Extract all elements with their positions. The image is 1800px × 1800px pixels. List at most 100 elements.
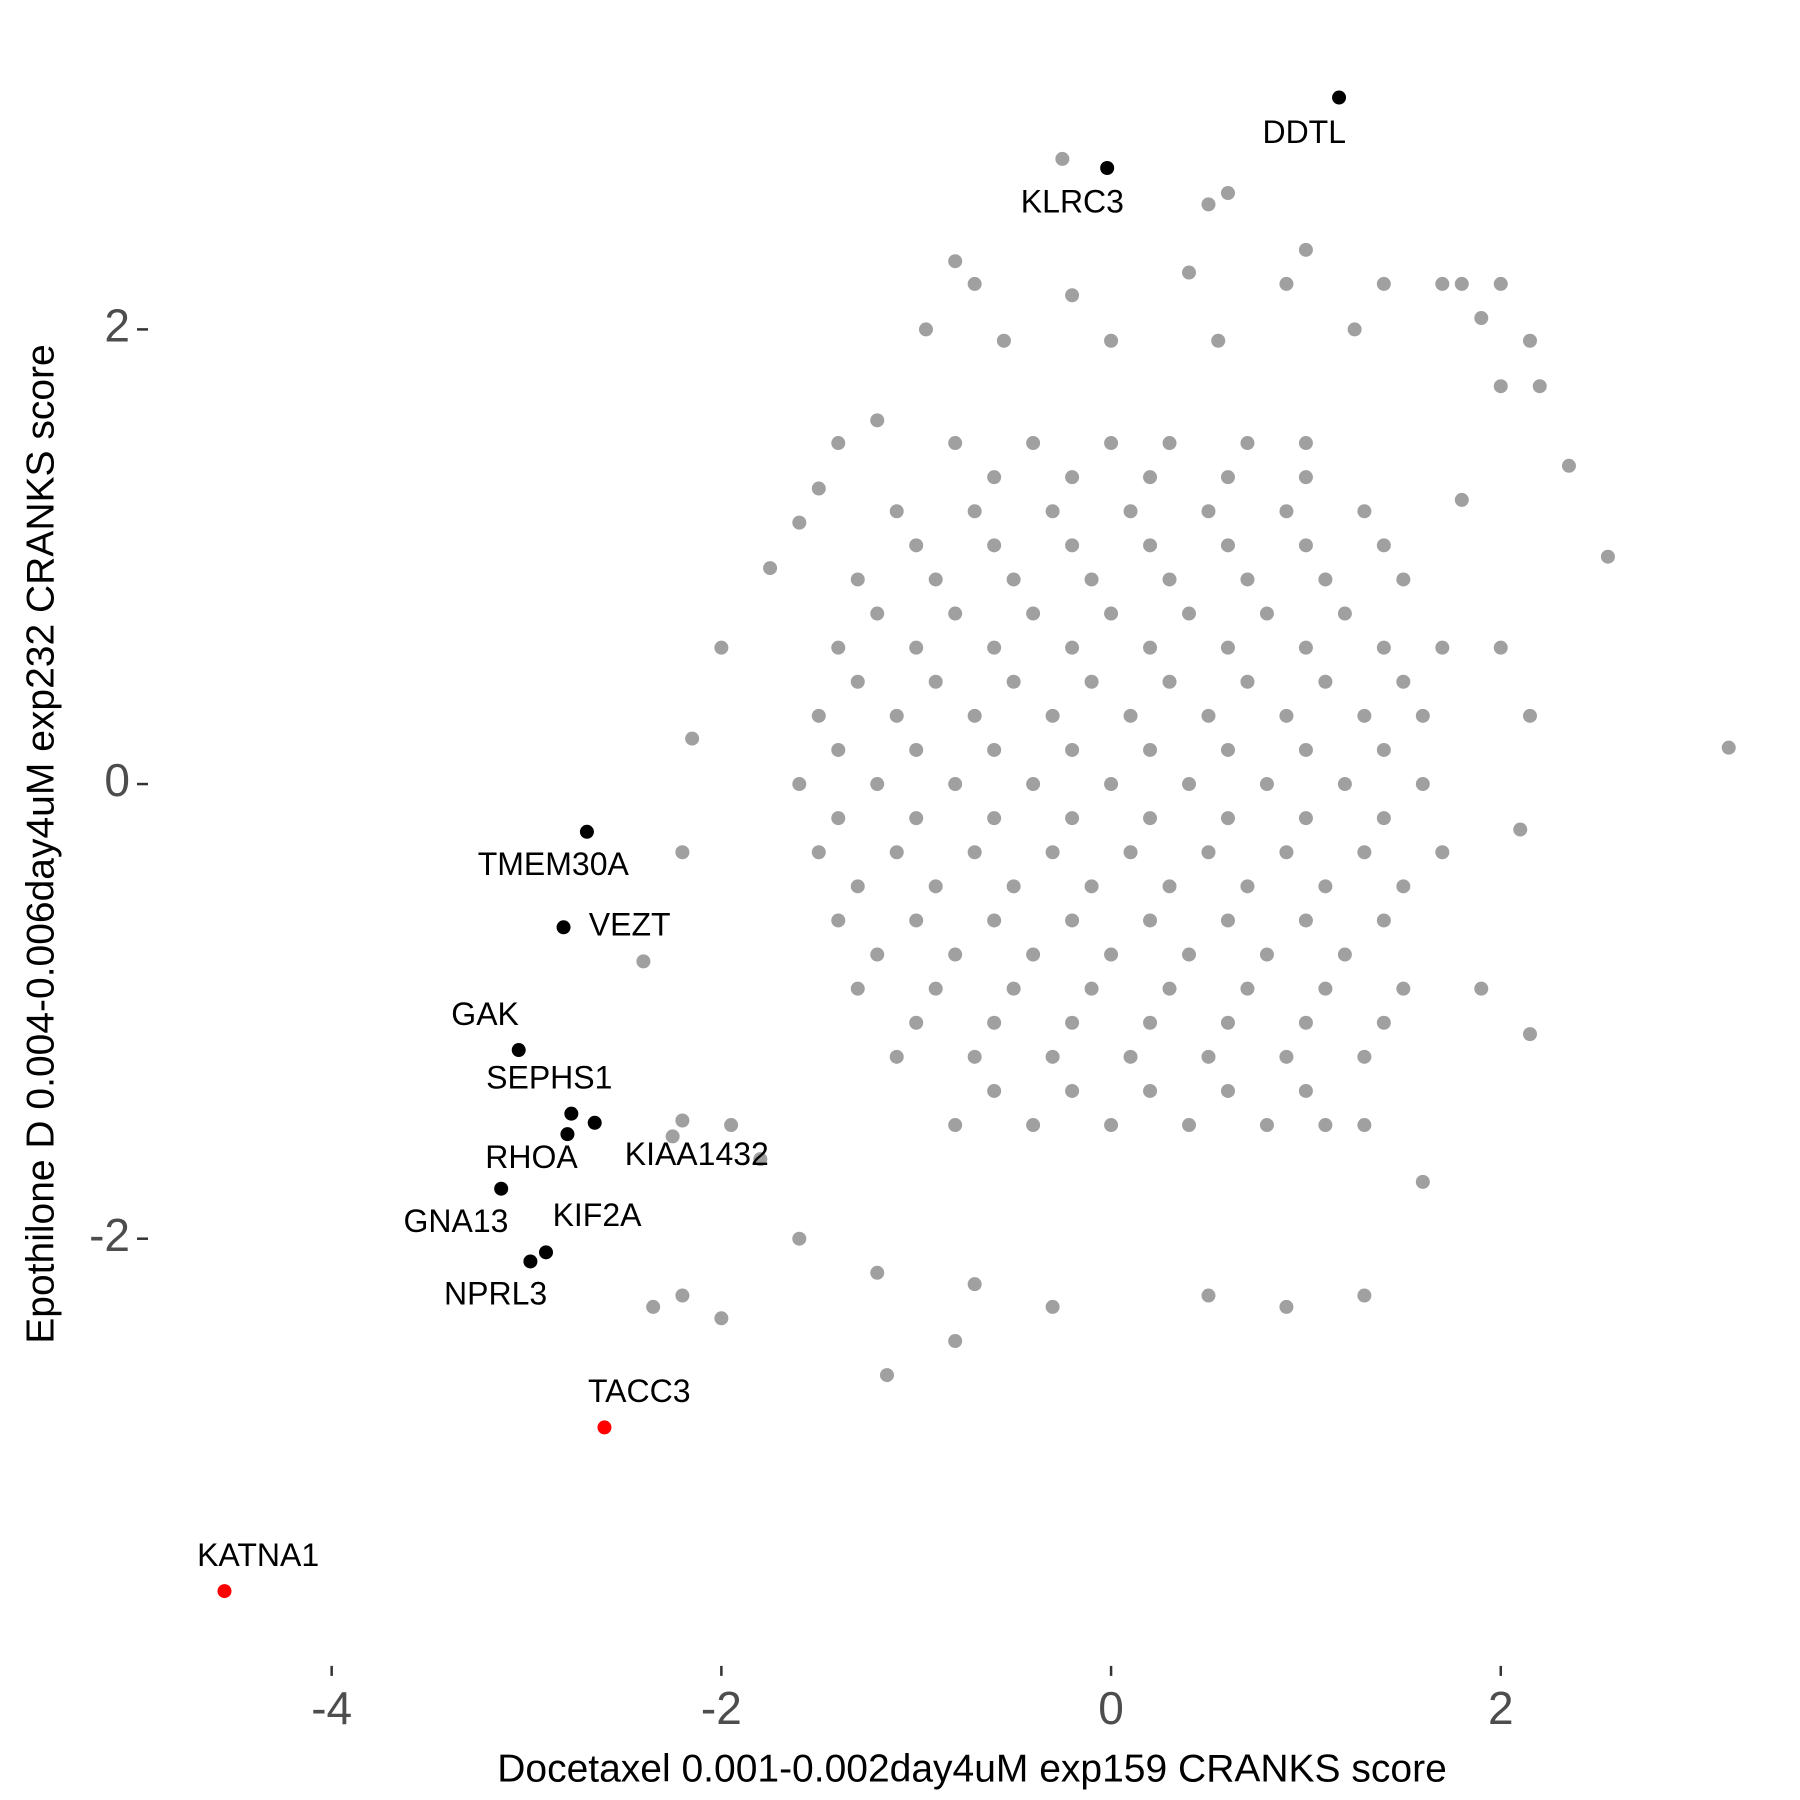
y-tick-label: 2 bbox=[104, 300, 130, 352]
point bbox=[831, 742, 846, 757]
point bbox=[1201, 197, 1216, 212]
point bbox=[1084, 879, 1099, 894]
point bbox=[714, 640, 729, 655]
point bbox=[1220, 470, 1235, 485]
point bbox=[1104, 436, 1119, 451]
point bbox=[1298, 470, 1313, 485]
point bbox=[928, 572, 943, 587]
point bbox=[1026, 947, 1041, 962]
point bbox=[1259, 1118, 1274, 1133]
point bbox=[1318, 1118, 1333, 1133]
point bbox=[1318, 572, 1333, 587]
point bbox=[1332, 90, 1347, 105]
point bbox=[1357, 708, 1372, 723]
point bbox=[850, 981, 865, 996]
point bbox=[675, 1113, 690, 1128]
point bbox=[1104, 1118, 1119, 1133]
point bbox=[1104, 333, 1119, 348]
point bbox=[889, 845, 904, 860]
point bbox=[1318, 674, 1333, 689]
y-tick-label: -2 bbox=[89, 1209, 130, 1261]
point bbox=[987, 742, 1002, 757]
point bbox=[831, 913, 846, 928]
point-label: GNA13 bbox=[403, 1203, 508, 1239]
point bbox=[1279, 845, 1294, 860]
point bbox=[646, 1299, 661, 1314]
point bbox=[1045, 504, 1060, 519]
point bbox=[1065, 1083, 1080, 1098]
point bbox=[1220, 1083, 1235, 1098]
point bbox=[948, 436, 963, 451]
point-label: DDTL bbox=[1262, 114, 1346, 150]
point bbox=[1045, 1049, 1060, 1064]
point bbox=[1220, 185, 1235, 200]
point bbox=[1240, 572, 1255, 587]
point bbox=[1415, 708, 1430, 723]
point bbox=[889, 1049, 904, 1064]
point bbox=[1045, 708, 1060, 723]
point bbox=[1182, 606, 1197, 621]
point bbox=[1513, 822, 1528, 837]
point bbox=[1065, 288, 1080, 303]
point bbox=[1522, 708, 1537, 723]
point bbox=[909, 913, 924, 928]
point bbox=[918, 322, 933, 337]
point bbox=[1104, 606, 1119, 621]
point bbox=[811, 845, 826, 860]
y-axis-title: Epothilone D 0.004-0.006day4uM exp232 CR… bbox=[19, 344, 62, 1343]
y-tick-label: 0 bbox=[104, 754, 130, 806]
x-tick-label: -2 bbox=[701, 1682, 742, 1734]
point bbox=[948, 254, 963, 269]
point bbox=[494, 1181, 509, 1196]
point bbox=[1026, 1118, 1041, 1133]
point bbox=[1055, 151, 1070, 166]
point bbox=[1182, 1118, 1197, 1133]
point bbox=[556, 920, 571, 935]
point bbox=[1100, 160, 1115, 175]
point bbox=[1600, 549, 1615, 564]
point bbox=[1162, 674, 1177, 689]
point bbox=[1143, 538, 1158, 553]
point bbox=[560, 1127, 575, 1142]
point bbox=[1123, 845, 1138, 860]
point bbox=[1065, 470, 1080, 485]
point bbox=[714, 1311, 729, 1326]
point bbox=[564, 1106, 579, 1121]
point bbox=[1357, 1118, 1372, 1133]
point bbox=[870, 777, 885, 792]
x-tick-label: 0 bbox=[1098, 1682, 1124, 1734]
point bbox=[889, 708, 904, 723]
point bbox=[523, 1254, 538, 1269]
point bbox=[1376, 1015, 1391, 1030]
point bbox=[1259, 606, 1274, 621]
point bbox=[850, 674, 865, 689]
point bbox=[1220, 1015, 1235, 1030]
point bbox=[1298, 913, 1313, 928]
point bbox=[1474, 981, 1489, 996]
point bbox=[987, 1083, 1002, 1098]
point bbox=[987, 1015, 1002, 1030]
point bbox=[870, 947, 885, 962]
point bbox=[1162, 981, 1177, 996]
point bbox=[792, 515, 807, 530]
point bbox=[579, 824, 594, 839]
point bbox=[879, 1368, 894, 1383]
point bbox=[1084, 572, 1099, 587]
point bbox=[1357, 1049, 1372, 1064]
point bbox=[1337, 947, 1352, 962]
point bbox=[1415, 1174, 1430, 1189]
point-label: TACC3 bbox=[588, 1373, 691, 1409]
point bbox=[889, 504, 904, 519]
point bbox=[987, 538, 1002, 553]
point bbox=[909, 1015, 924, 1030]
point bbox=[792, 777, 807, 792]
point bbox=[1435, 845, 1450, 860]
point bbox=[539, 1245, 554, 1260]
point-label: VEZT bbox=[589, 907, 671, 943]
point bbox=[1493, 276, 1508, 291]
point bbox=[1065, 742, 1080, 757]
point bbox=[987, 811, 1002, 826]
point bbox=[928, 674, 943, 689]
point bbox=[1162, 436, 1177, 451]
